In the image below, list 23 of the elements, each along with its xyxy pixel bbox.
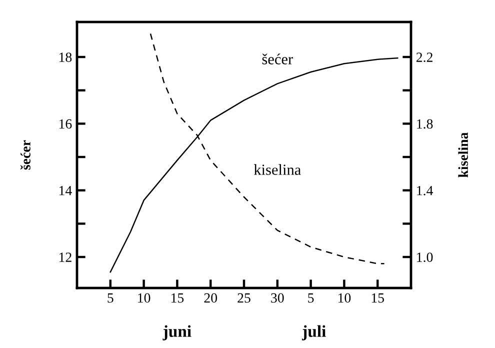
y-tick-label: 12 <box>59 252 72 262</box>
y2-tick-label: 1.8 <box>417 119 433 129</box>
x-tick-label: 5 <box>308 293 314 303</box>
x-tick-label: 10 <box>138 293 150 303</box>
series-label: šećer <box>262 54 293 64</box>
text: juli <box>302 325 326 340</box>
y-axis-title: šećer <box>20 140 30 170</box>
text: juni <box>162 325 192 340</box>
x-tick-label: 15 <box>372 293 384 303</box>
y2-tick-label: 1.0 <box>417 252 433 262</box>
x-tick-label: 15 <box>171 293 184 303</box>
y-tick-label: 14 <box>59 186 72 196</box>
y2-tick-label: 2.2 <box>416 52 432 62</box>
x-tick-label: 25 <box>238 293 250 303</box>
y2-tick-label: 1.4 <box>417 186 434 196</box>
x-tick-label: 20 <box>204 293 218 303</box>
y-tick-label: 16 <box>59 119 72 129</box>
x-tick-label: 5 <box>108 293 114 303</box>
y-tick-label: 18 <box>59 52 72 62</box>
y2-axis-title: kiselina <box>458 132 468 178</box>
series-label: kiselina <box>254 164 301 175</box>
x-tick-label: 10 <box>338 293 351 303</box>
x-tick-label: 30 <box>271 293 284 303</box>
